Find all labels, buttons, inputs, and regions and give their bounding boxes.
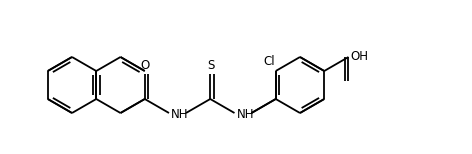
Text: O: O <box>140 59 149 72</box>
Text: Cl: Cl <box>263 55 275 68</box>
Text: NH: NH <box>171 107 188 120</box>
Text: OH: OH <box>351 49 369 63</box>
Text: NH: NH <box>236 107 254 120</box>
Text: S: S <box>208 59 215 72</box>
